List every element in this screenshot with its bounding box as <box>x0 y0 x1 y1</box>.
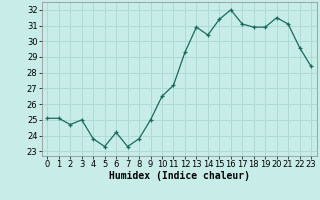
X-axis label: Humidex (Indice chaleur): Humidex (Indice chaleur) <box>109 171 250 181</box>
